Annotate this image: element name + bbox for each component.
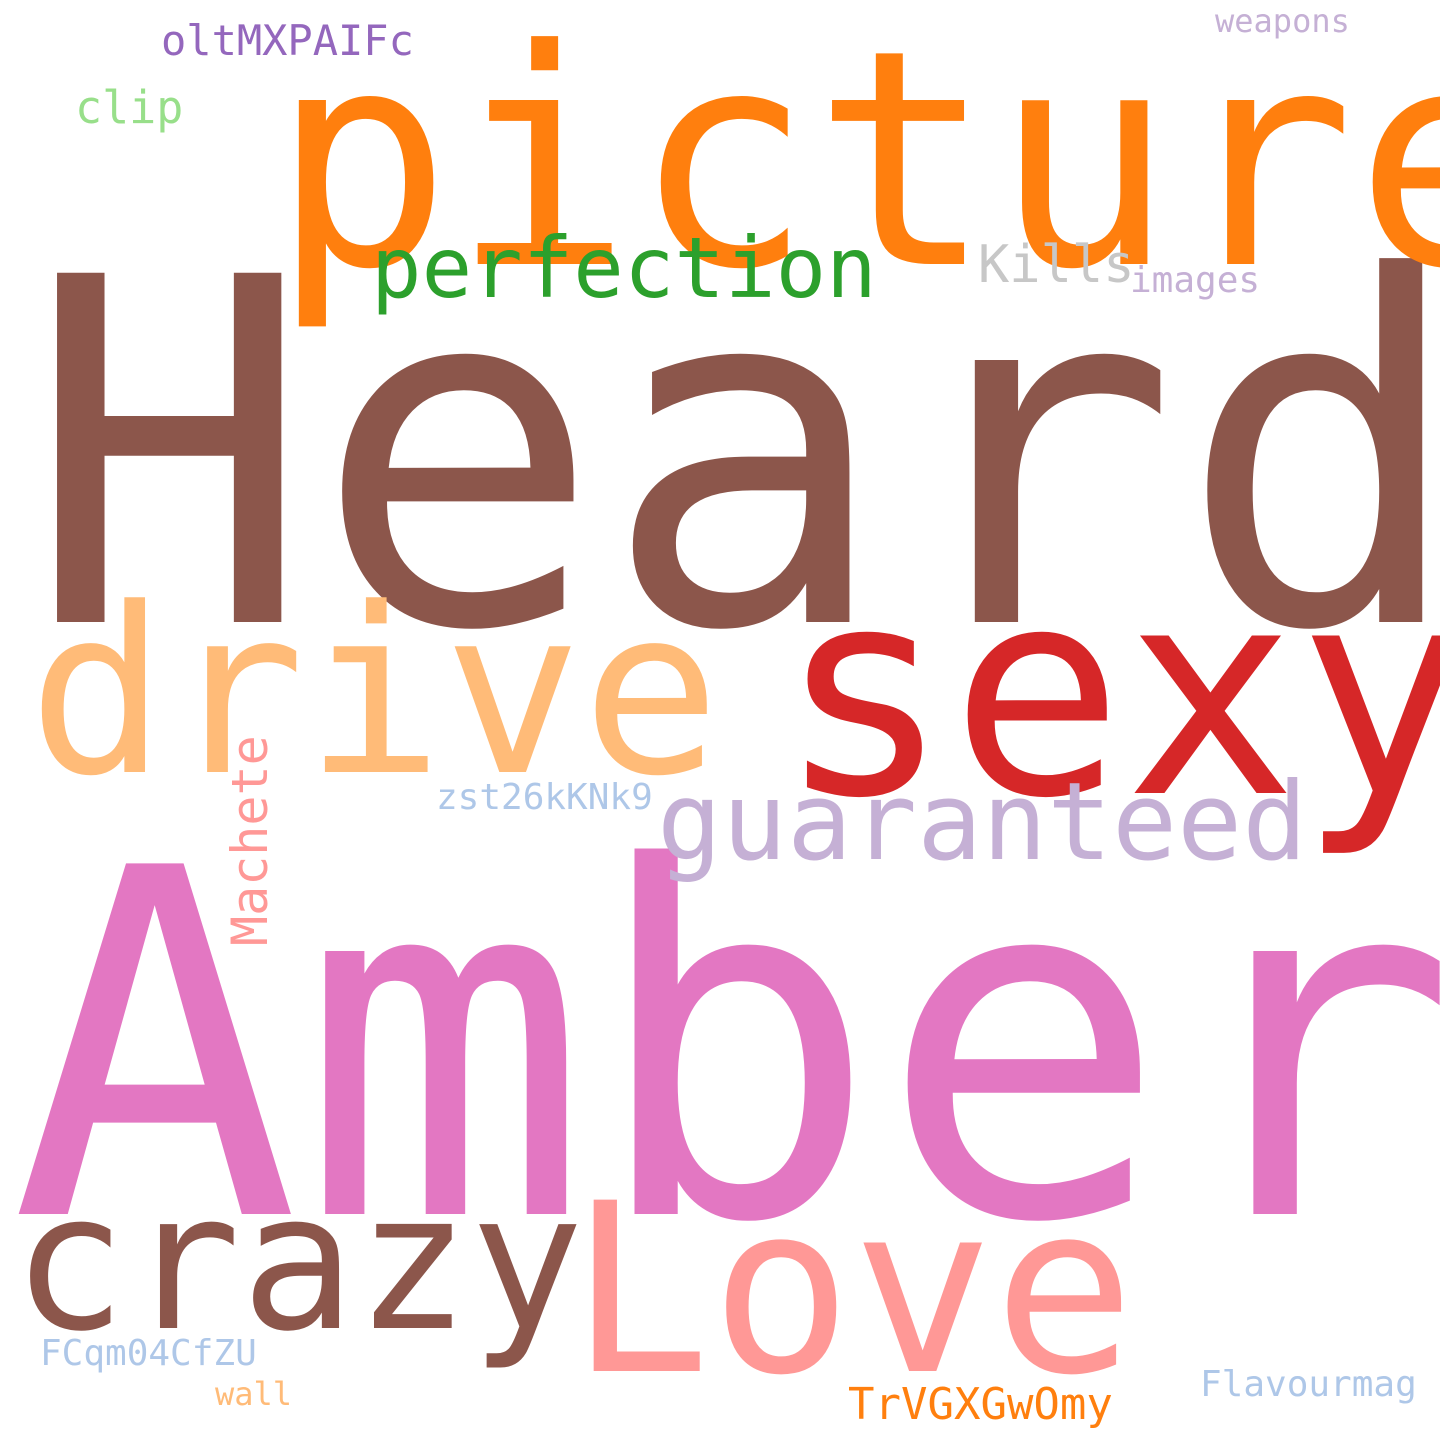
- word-kills: Kills: [978, 235, 1135, 295]
- word-sexy: sexy: [777, 526, 1440, 861]
- word-drive: drive: [28, 560, 721, 827]
- word-heard: Heard: [25, 177, 1440, 735]
- word-machete: Machete: [221, 735, 279, 946]
- word-images: images: [1130, 260, 1261, 301]
- word-flavourmag: Flavourmag: [1200, 1364, 1417, 1405]
- word-zst26kknk9: zst26kKNk9: [436, 777, 653, 818]
- word-guaranteed: guaranteed: [657, 760, 1308, 885]
- word-weapons: weapons: [1215, 2, 1350, 40]
- word-perfection: perfection: [371, 219, 877, 317]
- word-crazy: crazy: [12, 1152, 584, 1373]
- word-trvgxgwomy: TrVGXGwOmy: [848, 1379, 1113, 1430]
- word-clip: clip: [75, 81, 184, 134]
- word-wall: wall: [215, 1375, 293, 1413]
- word-oltmxpaifc: oltMXPAIFc: [161, 16, 414, 65]
- word-picture: picture: [271, 0, 1440, 335]
- word-amber: Amber: [10, 769, 1440, 1328]
- word-fcqm04cfzu: FCqm04CfZU: [40, 1333, 257, 1374]
- word-love: Love: [569, 1154, 1135, 1427]
